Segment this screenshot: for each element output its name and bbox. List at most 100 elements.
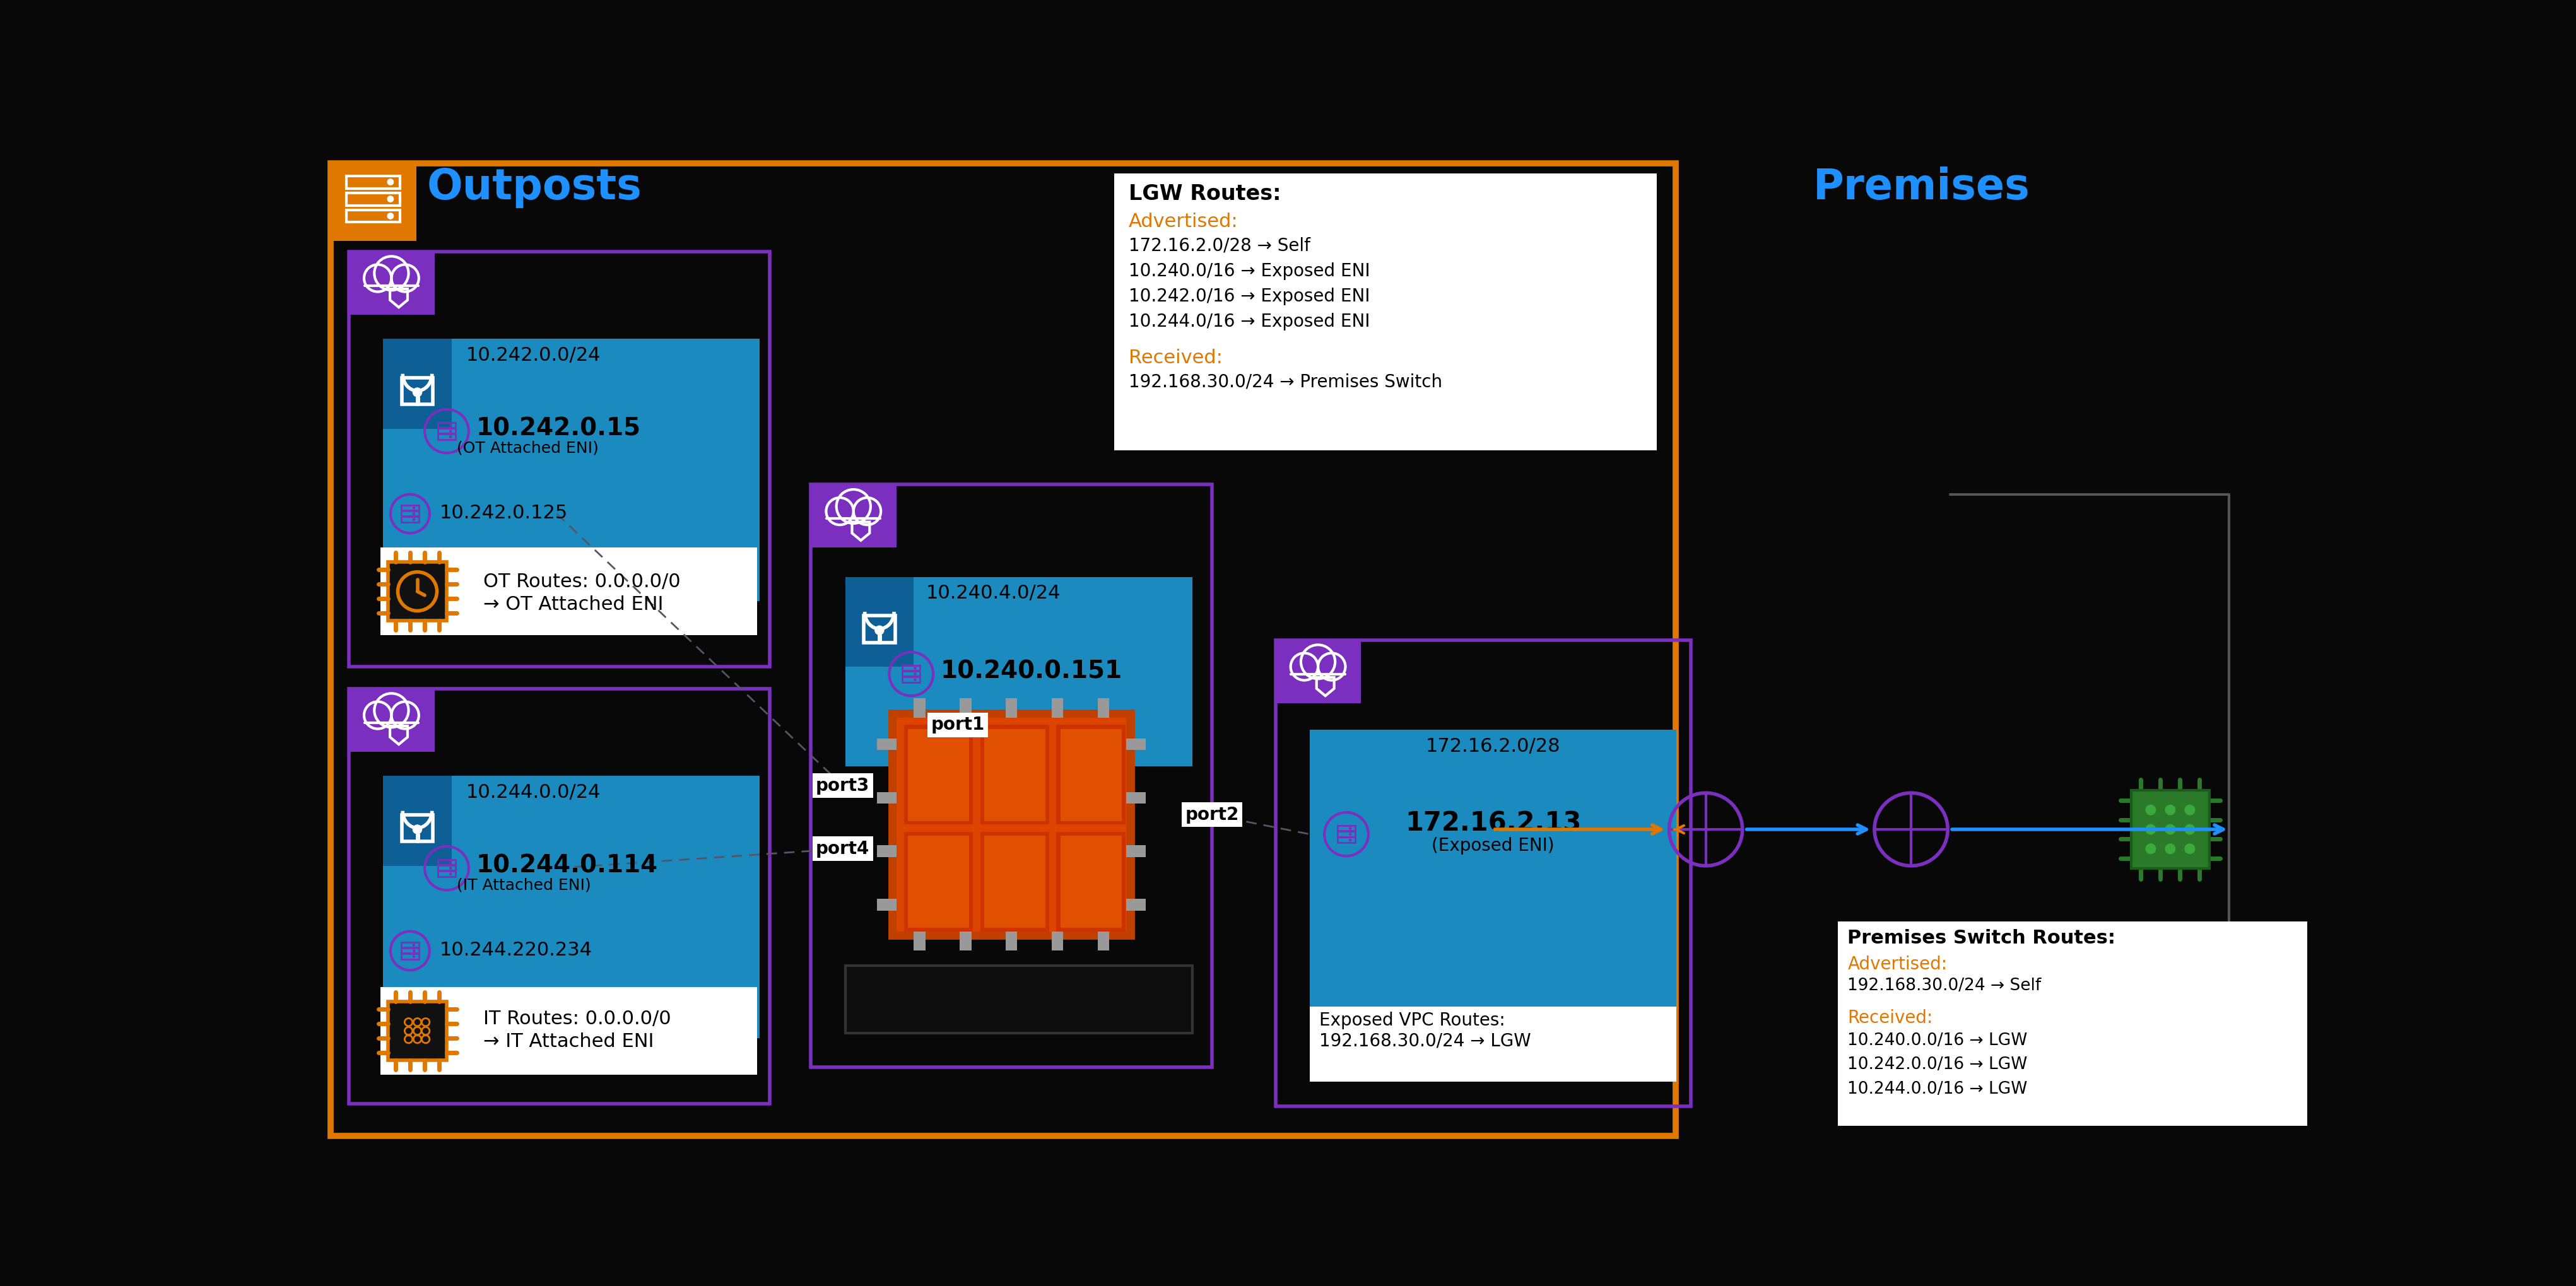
Text: Advertised:: Advertised: [1128,212,1239,231]
Bar [438,865,456,871]
Text: port1: port1 [930,716,984,734]
Text: (IT Attached ENI): (IT Attached ENI) [456,878,590,892]
Circle shape [386,195,394,202]
Bar [330,163,1674,1136]
Bar [381,988,757,1075]
Text: Received:: Received: [1847,1010,1932,1026]
Bar [402,511,420,516]
Circle shape [2164,824,2177,835]
Bar [961,698,971,718]
Circle shape [837,490,871,523]
Text: Premises Switch Routes:: Premises Switch Routes: [1847,928,2115,948]
Bar [330,163,417,240]
Text: 10.242.0.125: 10.242.0.125 [440,504,567,522]
Text: → IT Attached ENI: → IT Attached ENI [484,1033,654,1051]
Bar [402,517,420,522]
Text: Exposed VPC Routes:: Exposed VPC Routes: [1319,1012,1504,1029]
Bar [348,688,435,751]
Circle shape [412,955,415,958]
Bar [876,899,896,910]
Bar [1275,640,1360,703]
Text: OT Routes: 0.0.0.0/0: OT Routes: 0.0.0.0/0 [484,574,680,592]
Bar [811,485,1211,1067]
Bar [979,832,1048,931]
Bar [984,836,1046,928]
Text: Advertised:: Advertised: [1847,955,1947,974]
Text: 10.240.0.0/16 → LGW: 10.240.0.0/16 → LGW [1847,1033,2027,1049]
Circle shape [2184,824,2195,835]
Circle shape [412,518,415,521]
Circle shape [2146,844,2156,854]
Bar [1275,640,1690,1106]
Bar [984,729,1046,820]
Circle shape [448,430,451,432]
Circle shape [412,824,422,835]
Bar [402,954,420,959]
Circle shape [1291,653,1319,680]
Circle shape [1350,827,1352,829]
Bar [845,577,914,666]
Bar [907,836,969,928]
Bar [1309,729,1677,1007]
Circle shape [412,512,415,516]
Circle shape [914,673,917,675]
Text: 10.244.0/16 → Exposed ENI: 10.244.0/16 → Exposed ENI [1128,312,1370,331]
Bar [889,710,1133,939]
Text: 192.168.30.0/24 → Self: 192.168.30.0/24 → Self [1847,977,2040,994]
Bar [438,435,456,440]
Bar [845,966,1193,1034]
Text: IT Routes: 0.0.0.0/0: IT Routes: 0.0.0.0/0 [484,1010,672,1029]
Bar [438,422,456,428]
Text: port4: port4 [817,840,871,858]
Circle shape [2164,805,2177,815]
Text: Received:: Received: [1128,349,1224,367]
Bar [402,378,433,404]
Bar [1113,174,1656,450]
Bar [402,505,420,511]
Text: Premises: Premises [1814,166,2030,208]
Bar [845,577,1193,766]
Bar [914,698,925,718]
Circle shape [827,498,853,525]
Bar [384,775,451,865]
Bar [876,792,896,804]
Bar [904,725,974,824]
Bar [1837,922,2308,1125]
Bar [1051,698,1064,718]
Circle shape [363,702,392,729]
Bar [811,485,896,548]
Circle shape [371,701,412,742]
Circle shape [2164,844,2177,854]
Text: port2: port2 [1185,806,1239,823]
Circle shape [448,873,451,876]
Bar [1005,698,1018,718]
Circle shape [392,265,420,292]
Bar [863,616,894,643]
Bar [384,340,451,428]
Bar [1061,836,1123,928]
Bar [907,729,969,820]
Text: port3: port3 [817,777,871,795]
Bar [902,665,920,670]
Circle shape [2146,805,2156,815]
Text: LGW Routes:: LGW Routes: [1128,184,1280,204]
Circle shape [1319,653,1345,680]
Bar [1061,729,1123,820]
Bar [438,859,456,864]
Bar [348,252,435,315]
Circle shape [873,625,884,635]
Bar [345,176,399,188]
Bar [2130,791,2210,868]
Circle shape [371,264,412,305]
Bar [979,725,1048,824]
Text: 10.242.0/16 → Exposed ENI: 10.242.0/16 → Exposed ENI [1128,287,1370,305]
Bar [1337,826,1355,831]
Text: 172.16.2.0/28 → Self: 172.16.2.0/28 → Self [1128,237,1311,255]
Bar [381,548,757,635]
Circle shape [412,944,415,946]
Bar [402,948,420,953]
Circle shape [374,256,410,291]
Circle shape [386,212,394,220]
Bar [961,931,971,950]
Bar [384,775,760,1038]
